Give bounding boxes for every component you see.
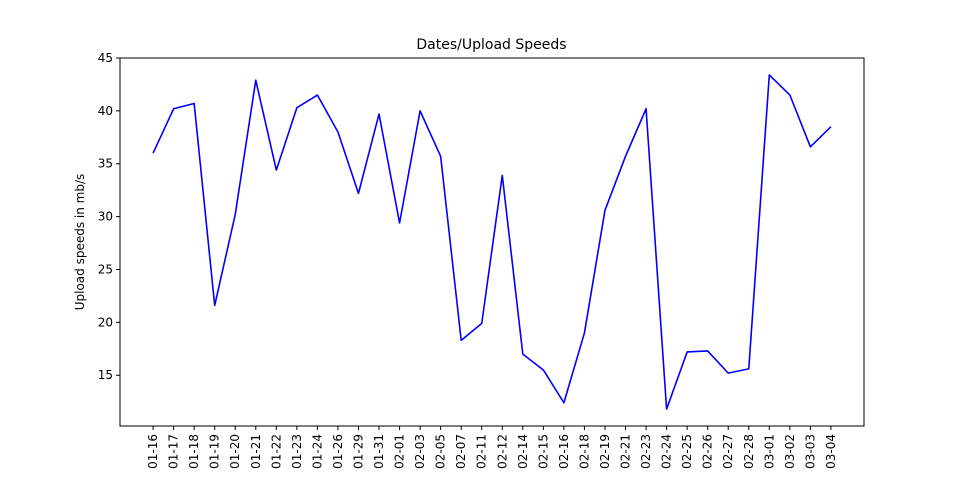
data-point [378,113,380,115]
x-tick-label: 01-31 [372,434,386,469]
data-point [830,126,832,128]
data-point [707,350,709,352]
x-tick-label: 02-11 [475,434,489,469]
x-tick-label: 02-05 [434,434,448,469]
data-point [542,369,544,371]
x-tick-label: 01-26 [331,434,345,469]
data-point [563,402,565,404]
x-tick-label: 01-24 [310,434,324,469]
chart-title: Dates/Upload Speeds [416,37,566,53]
y-tick-label: 30 [98,210,113,224]
x-tick-label: 02-27 [721,434,735,469]
data-point [337,131,339,133]
x-tick-label: 01-17 [167,434,181,469]
x-tick-label: 01-29 [351,434,365,469]
x-tick-label: 02-28 [742,434,756,469]
data-point [481,322,483,324]
x-tick-label: 01-19 [208,434,222,469]
x-tick-label: 02-18 [577,434,591,469]
x-tick-label: 01-21 [249,434,263,469]
data-point [666,408,668,410]
y-axis-label: Upload speeds in mb/s [73,174,87,311]
x-tick-label: 01-22 [269,434,283,469]
data-point [296,107,298,109]
x-tick-label: 01-20 [228,434,242,469]
data-point [234,214,236,216]
y-tick-label: 35 [98,157,113,171]
data-point [193,102,195,104]
x-tick-label: 02-25 [680,434,694,469]
y-tick-label: 40 [98,104,113,118]
series-line-upload-speed [152,74,832,410]
data-point [583,332,585,334]
plot-frame [119,57,865,427]
x-tick-label: 02-23 [639,434,653,469]
data-point [768,74,770,76]
data-point [686,351,688,353]
x-tick-label: 02-12 [495,434,509,469]
data-point [399,222,401,224]
y-tick-label: 15 [98,368,113,382]
data-point [748,368,750,370]
y-tick-label: 45 [98,51,113,65]
data-point [316,94,318,96]
data-point [214,304,216,306]
data-point [460,339,462,341]
y-tick-label: 20 [98,315,113,329]
data-point [440,155,442,157]
data-point [357,192,359,194]
data-point [255,79,257,81]
data-point [275,169,277,171]
x-tick-label: 03-04 [824,434,838,469]
x-tick-label: 02-26 [701,434,715,469]
data-point [419,110,421,112]
data-point [501,174,503,176]
x-tick-label: 01-18 [187,434,201,469]
data-point [625,155,627,157]
data-point [645,108,647,110]
data-point [727,372,729,374]
x-tick-label: 02-14 [516,434,530,469]
x-tick-label: 03-01 [762,434,776,469]
x-tick-label: 03-03 [803,434,817,469]
x-tick-label: 02-21 [619,434,633,469]
x-tick-label: 01-23 [290,434,304,469]
y-tick-label: 25 [98,262,113,276]
data-point [522,353,524,355]
x-tick-label: 02-19 [598,434,612,469]
x-tick-label: 02-03 [413,434,427,469]
x-tick-label: 03-02 [783,434,797,469]
data-point [789,94,791,96]
x-tick-label: 01-16 [146,434,160,469]
x-tick-label: 02-15 [536,434,550,469]
x-tick-label: 02-07 [454,434,468,469]
x-tick-label: 02-01 [393,434,407,469]
data-point [173,108,175,110]
x-tick-label: 02-16 [557,434,571,469]
data-point [152,152,154,154]
data-point [604,209,606,211]
data-point [809,146,811,148]
x-tick-label: 02-24 [660,434,674,469]
